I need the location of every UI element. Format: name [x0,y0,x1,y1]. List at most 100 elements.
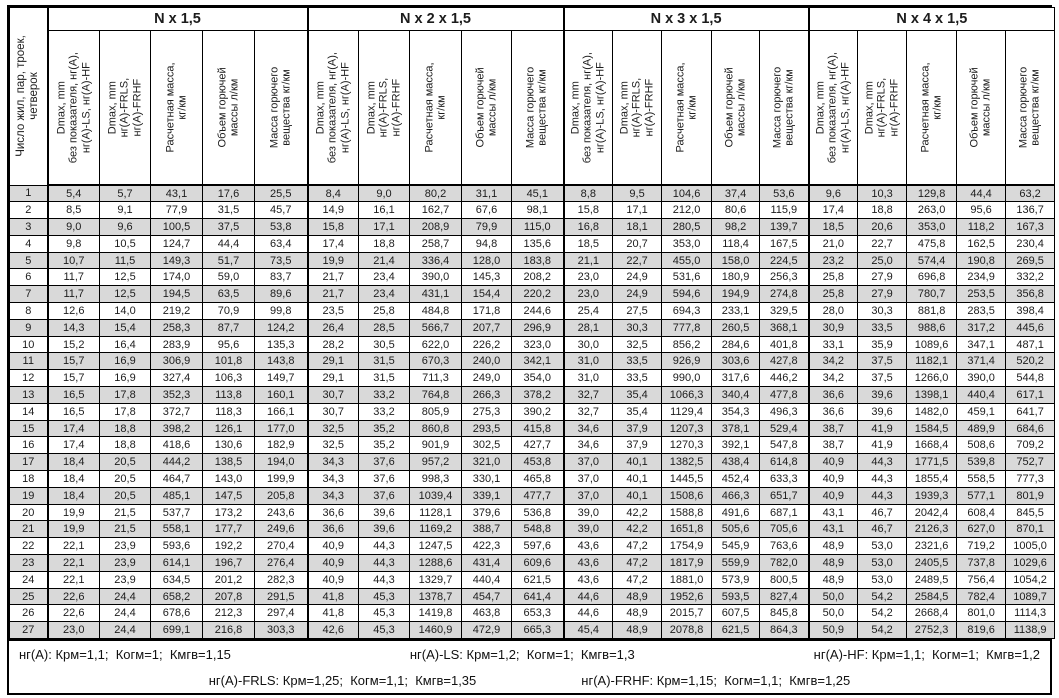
cell: 415,8 [510,419,565,438]
cell: 34,3 [306,470,359,488]
cell: 621,5 [711,621,761,640]
cell: 136,7 [1005,201,1056,220]
cell: 756,4 [956,570,1007,589]
column-header: Масса горючего вещества кг/км [1005,30,1056,186]
column-header-label: Dmax, mm нг(A)-FRLS, нг(A)-FRHF [618,77,656,138]
table-row: 6 11,7 12,5 174,0 59,0 83,7 21,7 23,4 390,0 145,3… [9,268,1056,287]
cell: 180,9 [711,268,761,287]
cell: 9,6 [807,184,859,203]
cell: 243,6 [254,503,308,522]
cell: 31,5 [358,369,410,388]
cell: 280,5 [661,218,713,236]
cell: 37,4 [711,184,761,203]
cell: 35,4 [612,402,663,421]
cell: 297,4 [254,604,308,623]
cell: 182,9 [254,436,308,455]
cell: 15,8 [562,201,614,220]
cell: 487,1 [1005,335,1056,354]
table-row: 24 22,1 23,9 634,5 201,2 282,3 40,9 44,3 1329,7 4… [9,570,1056,589]
cell: 1114,3 [1005,604,1056,623]
cell: 44,3 [857,486,908,505]
cell: 864,3 [759,621,810,640]
cell: 40,9 [306,570,359,589]
column-header: Dmax, mm без показателя, нг(A), нг(A)-LS… [46,30,100,186]
cell: 28,2 [306,335,359,354]
cell: 489,9 [956,419,1007,438]
cell: 16,9 [99,369,151,388]
cell: 1754,9 [661,537,713,556]
cell: 627,0 [956,520,1007,539]
cell: 101,8 [202,352,255,371]
table-row: 8 12,6 14,0 219,2 70,9 99,8 23,5 25,8 484,8 171,8… [9,302,1056,320]
table-row: 15 17,4 18,8 398,2 126,1 177,0 32,5 35,2 860,8 29… [9,419,1056,438]
cell: 354,0 [510,369,565,388]
cell: 21,5 [99,520,151,539]
cell: 44,4 [956,184,1007,203]
cell: 9,8 [46,234,100,253]
cell: 45,7 [254,201,308,220]
cell: 45,3 [358,621,410,640]
cell: 12,5 [99,268,151,287]
cell: 39,0 [562,520,614,539]
cell: 32,5 [306,436,359,455]
column-header: Dmax, mm нг(A)-FRLS, нг(A)-FRHF [358,30,410,186]
table-row: 3 9,0 9,6 100,5 37,5 53,8 15,8 17,1 208,9 79,9 115… [9,218,1056,236]
row-number: 18 [9,470,48,488]
cell: 531,6 [661,268,713,287]
cell: 40,1 [612,486,663,505]
cell: 275,3 [461,402,512,421]
cell: 205,8 [254,486,308,505]
row-number: 25 [9,587,48,606]
cell: 258,3 [150,318,203,337]
cell: 23,9 [99,554,151,572]
cell: 240,0 [461,352,512,371]
cell: 1881,0 [661,570,713,589]
cell: 39,6 [358,503,410,522]
cell: 1378,7 [409,587,462,606]
column-header-label: Dmax, mm нг(A)-FRLS, нг(A)-FRHF [106,77,144,138]
cell: 12,6 [46,302,100,320]
cell: 40,1 [612,470,663,488]
cell: 45,4 [562,621,614,640]
cell: 40,9 [807,486,859,505]
cell: 21,4 [358,251,410,270]
cell: 10,7 [46,251,100,270]
cell: 63,4 [254,234,308,253]
cell: 33,2 [358,386,410,404]
cell: 95,6 [202,335,255,354]
cell: 25,0 [857,251,908,270]
cell: 20,5 [99,453,151,472]
cell: 1182,1 [906,352,958,371]
row-number: 13 [9,386,48,404]
cell: 16,8 [562,218,614,236]
cell: 43,6 [562,554,614,572]
cell: 438,4 [711,453,761,472]
cell: 115,9 [759,201,810,220]
cell: 15,2 [46,335,100,354]
cell: 21,0 [807,234,859,253]
cell: 446,2 [759,369,810,388]
cell: 9,0 [46,218,100,236]
cell: 220,2 [510,285,565,304]
cell: 23,0 [562,285,614,304]
cell: 593,6 [150,537,203,556]
cell: 9,5 [612,184,663,203]
row-number: 17 [9,453,48,472]
cell: 330,1 [461,470,512,488]
cell: 32,7 [562,386,614,404]
cell: 98,1 [510,201,565,220]
cell: 1066,3 [661,386,713,404]
cell: 47,2 [612,537,663,556]
cell: 988,6 [906,318,958,337]
column-header-label: Масса горючего вещества кг/км [268,66,293,149]
cell: 18,5 [807,218,859,236]
column-header-label: Dmax, mm нг(A)-FRLS, нг(A)-FRHF [863,77,901,138]
cell: 87,7 [202,318,255,337]
cell: 18,8 [358,234,410,253]
column-header-label: Расчетная масса, кг/км [919,62,944,153]
cell: 174,0 [150,268,203,287]
cell: 44,4 [202,234,255,253]
cell: 37,6 [358,486,410,505]
cell: 464,7 [150,470,203,488]
cell: 1089,6 [906,335,958,354]
